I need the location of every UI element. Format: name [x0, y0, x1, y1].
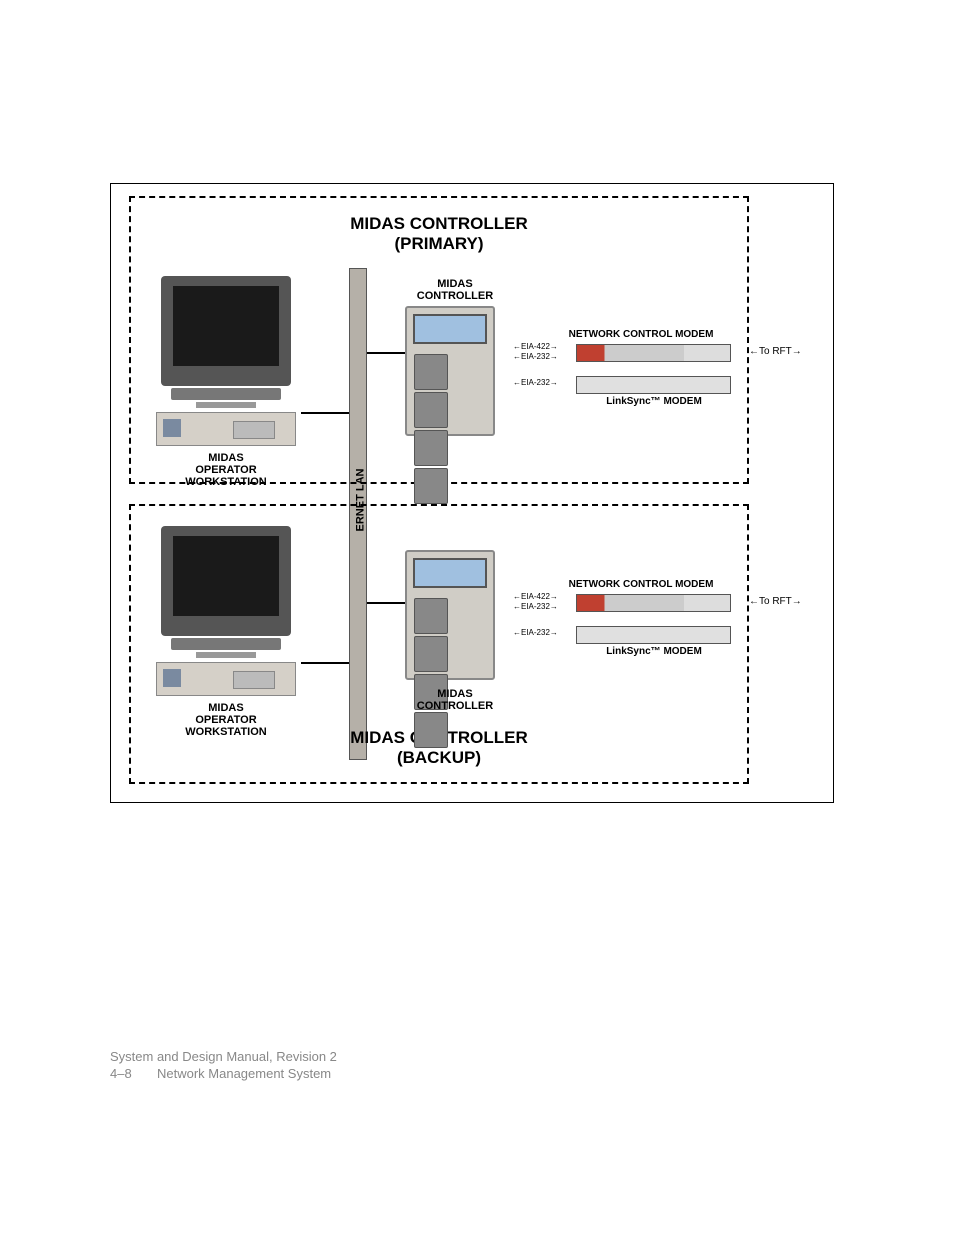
- footer-line1: System and Design Manual, Revision 2: [110, 1048, 337, 1066]
- footer-page-num: 4–8: [110, 1066, 132, 1081]
- line: [367, 352, 405, 354]
- footer-line2: 4–8 Network Management System: [110, 1065, 337, 1083]
- ctrl-l2: CONTROLLER: [417, 700, 493, 712]
- backup-link-modem-label: LinkSync™ MODEM: [564, 646, 744, 657]
- backup-ctrl-label: MIDAS CONTROLLER: [395, 688, 515, 712]
- primary-to-rft: ←To RFT→: [749, 346, 802, 357]
- tower-drives: [413, 596, 487, 672]
- primary-title-l2: (PRIMARY): [394, 234, 483, 253]
- primary-title: MIDAS CONTROLLER (PRIMARY): [131, 214, 747, 254]
- ws-l1: MIDAS: [208, 452, 243, 464]
- backup-net-modem: [576, 594, 731, 612]
- backup-net-modem-label: NETWORK CONTROL MODEM: [551, 579, 731, 590]
- desktop-icon: [156, 412, 296, 446]
- keyboard-icon: [196, 652, 256, 658]
- backup-link-modem: [576, 626, 731, 644]
- monitor-base: [171, 388, 281, 400]
- backup-title-l2: (BACKUP): [397, 748, 481, 767]
- ws-l3: WORKSTATION: [185, 726, 266, 738]
- backup-ws-label: MIDAS OPERATOR WORKSTATION: [151, 702, 301, 738]
- backup-controller: [405, 550, 495, 680]
- backup-eia232-1: ←EIA-232→: [513, 602, 558, 611]
- ctrl-l1: MIDAS: [437, 278, 472, 290]
- primary-link-modem: [576, 376, 731, 394]
- line: [367, 602, 405, 604]
- monitor-icon: [161, 276, 291, 386]
- ws-l3: WORKSTATION: [185, 476, 266, 488]
- monitor-icon: [161, 526, 291, 636]
- primary-eia232-2: ←EIA-232→: [513, 378, 558, 387]
- primary-title-l1: MIDAS CONTROLLER: [350, 214, 528, 233]
- page: ERNET LAN MIDAS CONTROLLER (PRIMARY) MID…: [0, 0, 954, 1235]
- ctrl-l2: CONTROLLER: [417, 290, 493, 302]
- primary-net-modem-label: NETWORK CONTROL MODEM: [551, 329, 731, 340]
- keyboard-icon: [196, 402, 256, 408]
- tower-screen: [413, 558, 487, 588]
- line: [301, 662, 349, 664]
- ctrl-l1: MIDAS: [437, 688, 472, 700]
- primary-net-modem: [576, 344, 731, 362]
- backup-eia232-2: ←EIA-232→: [513, 628, 558, 637]
- ws-l2: OPERATOR: [195, 464, 256, 476]
- primary-ws-label: MIDAS OPERATOR WORKSTATION: [151, 452, 301, 488]
- desktop-icon: [156, 662, 296, 696]
- backup-workstation: MIDAS OPERATOR WORKSTATION: [151, 526, 301, 738]
- footer-section: Network Management System: [157, 1066, 331, 1081]
- line: [301, 412, 349, 414]
- monitor-base: [171, 638, 281, 650]
- primary-eia422: ←EIA-422→: [513, 342, 558, 351]
- tower-screen: [413, 314, 487, 344]
- primary-workstation: MIDAS OPERATOR WORKSTATION: [151, 276, 301, 488]
- diagram-frame: ERNET LAN MIDAS CONTROLLER (PRIMARY) MID…: [110, 183, 834, 803]
- ws-l1: MIDAS: [208, 702, 243, 714]
- primary-link-modem-label: LinkSync™ MODEM: [564, 396, 744, 407]
- backup-to-rft: ←To RFT→: [749, 596, 802, 607]
- ws-l2: OPERATOR: [195, 714, 256, 726]
- page-footer: System and Design Manual, Revision 2 4–8…: [110, 1048, 337, 1083]
- primary-eia232-1: ←EIA-232→: [513, 352, 558, 361]
- backup-eia422: ←EIA-422→: [513, 592, 558, 601]
- primary-ctrl-label-top: MIDAS CONTROLLER: [395, 278, 515, 302]
- tower-drives: [413, 352, 487, 428]
- primary-controller: [405, 306, 495, 436]
